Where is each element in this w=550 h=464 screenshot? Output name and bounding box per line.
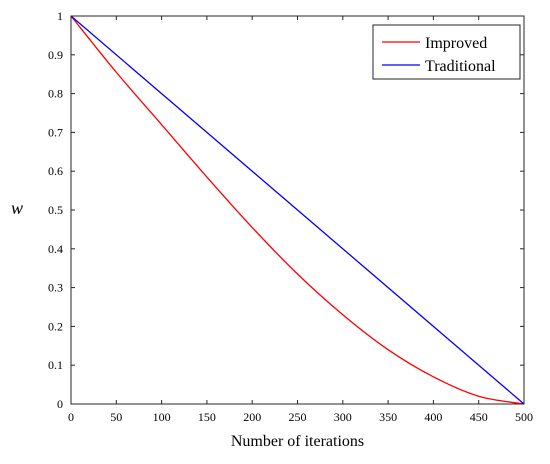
x-axis-label: Number of iterations	[231, 433, 364, 450]
y-tick-label: 0.1	[48, 358, 63, 372]
y-tick-label: 0.8	[48, 87, 63, 101]
x-tick-label: 150	[198, 410, 216, 424]
x-tick-label: 300	[334, 410, 352, 424]
series-layer	[70, 15, 525, 405]
axis-ticks: 0 50 100 150 200 250 300 350 400 450 500 0 0.1 0.2 0.3…	[48, 9, 533, 424]
legend-box	[372, 24, 521, 80]
x-tick-label: 100	[153, 410, 171, 424]
legend-label-traditional: Traditional	[425, 58, 496, 75]
y-tick-label: 0.6	[48, 164, 63, 178]
y-tick-label: 0.4	[48, 242, 63, 256]
x-tick-label: 50	[110, 410, 122, 424]
legend-label-improved: Improved	[425, 35, 487, 52]
y-axis-label: w	[11, 198, 23, 218]
x-tick-label: 350	[379, 410, 397, 424]
y-tick-label: 0.7	[48, 125, 63, 139]
x-tick-label: 400	[424, 410, 442, 424]
x-tick-label: 500	[515, 410, 533, 424]
y-tick-label: 0.9	[48, 48, 63, 62]
series-line-improved	[70, 15, 525, 405]
x-tick-label: 250	[289, 410, 307, 424]
legend: Improved Traditional	[372, 24, 521, 80]
x-tick-label: 200	[243, 410, 261, 424]
x-tick-label: 450	[470, 410, 488, 424]
y-tick-label: 0.3	[48, 281, 63, 295]
series-line-traditional	[70, 15, 525, 405]
y-tick-label: 0.5	[48, 203, 63, 217]
x-tick-label: 0	[68, 410, 74, 424]
y-tick-label: 0	[57, 397, 63, 411]
y-tick-label: 0.2	[48, 319, 63, 333]
y-tick-label: 1	[57, 9, 63, 23]
